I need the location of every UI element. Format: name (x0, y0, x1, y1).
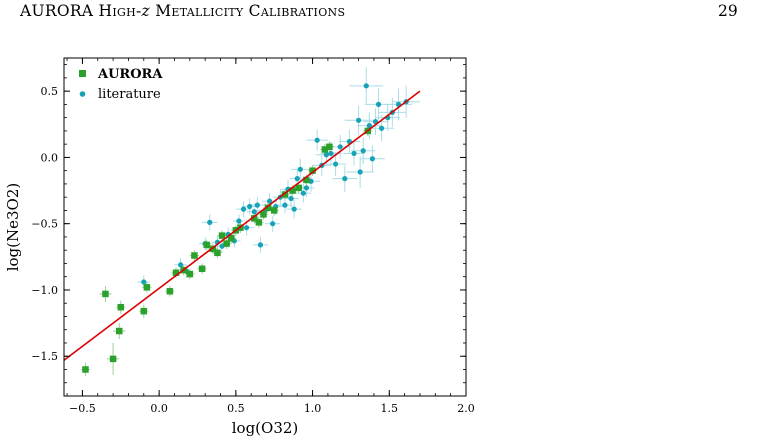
page-number: 29 (718, 2, 738, 20)
aurora-point (102, 290, 109, 298)
literature-point (247, 203, 253, 210)
aurora-point (223, 240, 230, 247)
x-tick-label: 0.5 (227, 402, 245, 415)
y-axis-label: log(Ne3O2) (4, 183, 22, 272)
axis-ticks: −0.5 0.0 0.5 1.0 1.5 2.0 −1.5 −1.0 −0.5 0.0 0.5 (31, 58, 475, 415)
aurora-point (143, 284, 151, 291)
aurora-point (172, 269, 180, 276)
y-tick-label: 0.0 (41, 151, 59, 164)
aurora-point (303, 176, 310, 184)
aurora-point (281, 191, 289, 198)
literature-point (351, 150, 357, 157)
literature-point (379, 125, 385, 131)
aurora-point (214, 249, 221, 257)
literature-point (355, 117, 362, 123)
x-axis-label: log(O32) (232, 419, 299, 437)
literature-point (323, 152, 329, 158)
literature-point (337, 144, 343, 150)
legend: AURORA literature (79, 67, 163, 102)
literature-point (375, 101, 382, 107)
literature-point (308, 178, 314, 184)
aurora-point (295, 184, 303, 192)
aurora-point (203, 241, 210, 249)
aurora-point (309, 167, 316, 174)
x-tick-label: 1.0 (304, 402, 322, 415)
aurora-point (270, 207, 278, 214)
legend-literature-marker (79, 91, 86, 97)
literature-point (236, 218, 242, 224)
legend-aurora-label: AURORA (97, 67, 163, 82)
aurora-point (218, 232, 226, 239)
literature-point (288, 195, 294, 202)
literature-point (240, 206, 247, 212)
y-tick-label: −1.5 (31, 350, 58, 363)
literature-point (282, 202, 288, 208)
literature-point (207, 219, 213, 225)
literature-point (342, 176, 348, 182)
x-tick-label: 1.5 (381, 402, 399, 415)
literature-point (300, 190, 306, 196)
aurora-point (191, 252, 198, 259)
literature-point (254, 202, 260, 208)
running-head: AURORA High-z Metallicity Calibrations (20, 2, 345, 20)
aurora-point (117, 303, 125, 311)
literature-point (291, 206, 297, 212)
x-tick-label: 2.0 (457, 402, 475, 415)
aurora-point (227, 235, 235, 242)
error-bars (80, 67, 420, 377)
aurora-point (321, 146, 329, 153)
data-points (82, 83, 409, 373)
literature-point (357, 169, 363, 175)
literature-point (303, 185, 310, 191)
aurora-point (166, 288, 174, 295)
aurora-point (255, 219, 263, 226)
aurora-point (264, 204, 272, 212)
legend-aurora-marker (79, 70, 86, 77)
literature-point (257, 242, 263, 248)
aurora-point (109, 355, 117, 363)
literature-point (360, 148, 366, 154)
literature-point (270, 221, 276, 227)
literature-point (294, 176, 300, 182)
running-head-z: z (141, 2, 150, 20)
literature-point (243, 225, 250, 231)
y-tick-label: −1.0 (31, 284, 58, 297)
literature-point (267, 198, 273, 204)
literature-point (251, 209, 257, 215)
aurora-point (209, 245, 217, 253)
aurora-point (260, 211, 267, 218)
aurora-point (326, 143, 333, 151)
aurora-point (82, 366, 89, 373)
legend-literature-label: literature (98, 87, 161, 102)
literature-point (332, 161, 339, 167)
aurora-point (115, 327, 123, 335)
literature-point (297, 166, 303, 172)
literature-point (369, 156, 376, 162)
literature-point (219, 243, 225, 249)
running-head-high: High- (98, 2, 142, 20)
literature-point (328, 150, 334, 157)
literature-point (141, 279, 147, 285)
literature-point (314, 137, 320, 143)
plot-frame (63, 57, 467, 397)
aurora-point (186, 270, 194, 278)
x-tick-label: 0.0 (150, 402, 168, 415)
literature-point (178, 262, 184, 268)
aurora-point (140, 307, 148, 315)
aurora-point (289, 187, 296, 194)
y-tick-label: −0.5 (31, 218, 58, 231)
y-tick-label: 0.5 (41, 85, 59, 98)
running-head-project: AURORA (20, 2, 94, 20)
x-tick-label: −0.5 (69, 402, 96, 415)
aurora-point (198, 265, 206, 273)
aurora-point (251, 215, 258, 222)
literature-point (366, 123, 372, 129)
fit-line (64, 90, 421, 361)
running-head-title: Metallicity Calibrations (155, 2, 346, 20)
literature-point (363, 83, 369, 89)
